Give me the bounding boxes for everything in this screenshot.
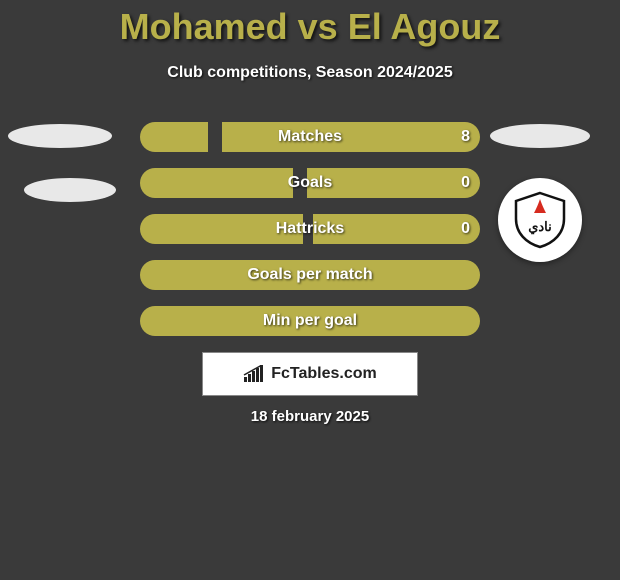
stat-label: Matches (140, 122, 480, 152)
stat-row: Min per goal (140, 306, 480, 336)
stats-container: Matches8Goals0Hattricks0Goals per matchM… (140, 122, 480, 352)
stat-value-right: 0 (461, 214, 470, 244)
svg-text:نادي: نادي (528, 219, 552, 235)
stat-row: Goals per match (140, 260, 480, 290)
footer-text: FcTables.com (271, 365, 377, 383)
page-subtitle: Club competitions, Season 2024/2025 (0, 64, 620, 82)
stat-label: Hattricks (140, 214, 480, 244)
page-title: Mohamed vs El Agouz (0, 0, 620, 48)
stat-value-right: 0 (461, 168, 470, 198)
footer-attribution: FcTables.com (202, 352, 418, 396)
stat-row: Goals0 (140, 168, 480, 198)
stat-value-right: 8 (461, 122, 470, 152)
stat-label: Goals per match (140, 260, 480, 290)
left-ellipse (24, 178, 116, 202)
stat-row: Hattricks0 (140, 214, 480, 244)
stat-row: Matches8 (140, 122, 480, 152)
stat-label: Goals (140, 168, 480, 198)
right-club-logo: نادي (498, 178, 582, 262)
bar-chart-icon (243, 365, 267, 383)
left-ellipse (8, 124, 112, 148)
date-label: 18 february 2025 (0, 408, 620, 425)
right-ellipse (490, 124, 590, 148)
stat-label: Min per goal (140, 306, 480, 336)
shield-icon: نادي (510, 191, 570, 249)
